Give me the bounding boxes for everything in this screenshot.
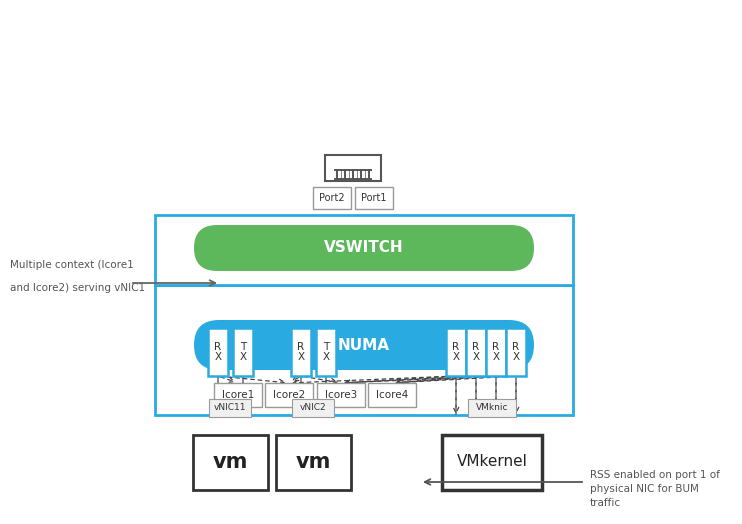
Text: Multiple context (lcore1: Multiple context (lcore1 xyxy=(10,260,134,270)
Bar xyxy=(291,328,311,376)
Text: R
X: R X xyxy=(298,342,304,363)
Bar xyxy=(466,328,486,376)
Bar xyxy=(265,383,313,407)
Bar xyxy=(316,328,336,376)
Bar xyxy=(192,434,268,489)
Bar xyxy=(208,328,228,376)
Text: T
X: T X xyxy=(323,342,329,363)
Bar xyxy=(275,434,350,489)
Bar xyxy=(325,155,381,181)
Text: lcore3: lcore3 xyxy=(325,390,357,400)
Bar xyxy=(292,399,334,417)
Text: lcore4: lcore4 xyxy=(376,390,408,400)
Text: physical NIC for BUM: physical NIC for BUM xyxy=(590,484,699,494)
Bar xyxy=(506,328,526,376)
Text: R
X: R X xyxy=(513,342,519,363)
Bar xyxy=(155,285,573,415)
Text: VMknic: VMknic xyxy=(476,403,508,412)
Bar xyxy=(233,328,253,376)
Bar xyxy=(368,383,416,407)
Text: RSS enabled on port 1 of: RSS enabled on port 1 of xyxy=(590,470,720,480)
Text: R
X: R X xyxy=(214,342,222,363)
Text: R
X: R X xyxy=(493,342,499,363)
Bar xyxy=(468,399,516,417)
Bar xyxy=(442,434,542,489)
FancyBboxPatch shape xyxy=(194,225,534,271)
Text: lcore2: lcore2 xyxy=(273,390,305,400)
Text: T
X: T X xyxy=(240,342,246,363)
Text: vm: vm xyxy=(295,452,331,472)
Text: NUMA: NUMA xyxy=(338,337,390,353)
Text: R
X: R X xyxy=(473,342,479,363)
Text: vNIC11: vNIC11 xyxy=(214,403,246,412)
Bar xyxy=(355,187,393,209)
Text: VSWITCH: VSWITCH xyxy=(324,241,404,256)
Text: R
X: R X xyxy=(453,342,459,363)
Bar xyxy=(155,215,573,285)
Bar xyxy=(317,383,365,407)
Bar xyxy=(214,383,262,407)
Text: VMkernel: VMkernel xyxy=(456,454,528,470)
Text: vNIC2: vNIC2 xyxy=(300,403,326,412)
Text: and lcore2) serving vNIC1: and lcore2) serving vNIC1 xyxy=(10,283,145,293)
Bar xyxy=(209,399,251,417)
Bar xyxy=(313,187,351,209)
Text: Port1: Port1 xyxy=(361,193,387,203)
Text: vm: vm xyxy=(212,452,248,472)
Text: traffic: traffic xyxy=(590,498,621,508)
Text: lcore1: lcore1 xyxy=(222,390,254,400)
Text: Port2: Port2 xyxy=(319,193,345,203)
Bar xyxy=(486,328,506,376)
FancyBboxPatch shape xyxy=(194,320,534,370)
Bar xyxy=(446,328,466,376)
